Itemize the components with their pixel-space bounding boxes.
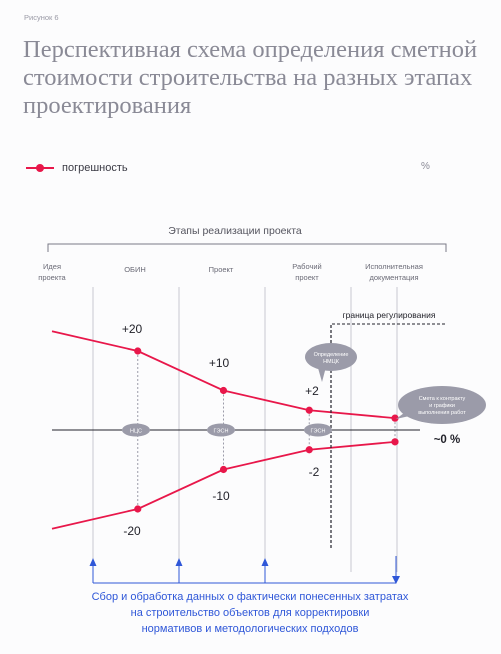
stage-label: документация (369, 273, 418, 282)
stage-label: проекта (38, 273, 66, 282)
data-point (134, 347, 142, 355)
stage-label: проект (295, 273, 319, 282)
callout-label: выполнения работ (418, 410, 466, 416)
callout-label: и графики (429, 403, 455, 409)
stages-bracket (47, 243, 447, 252)
stages-header: Этапы реализации проекта (168, 225, 302, 237)
norm-bubble-label: НЦС (130, 428, 142, 434)
footer-line-2: на строительство объектов для корректиро… (130, 607, 370, 619)
arrow-up-icon (261, 558, 269, 566)
series-line (51, 330, 396, 420)
norm-bubble-label: ГЭСН (214, 428, 229, 434)
arrow-up-icon (175, 558, 183, 566)
legend-label: погрешность (62, 162, 128, 174)
stage-label: Рабочий (292, 262, 322, 271)
boundary-label: граница регулирования (343, 310, 436, 320)
chart-title: Перспективная схема определения сметной … (23, 36, 478, 119)
arrow-up-icon (89, 558, 97, 566)
norm-bubble (207, 423, 235, 437)
data-label: +2 (305, 384, 319, 398)
norm-bubble (304, 423, 332, 437)
data-point (134, 505, 142, 513)
data-label: -10 (212, 489, 230, 503)
data-point (391, 438, 399, 446)
data-label: -20 (123, 524, 141, 538)
callout-label: НМЦК (323, 359, 340, 365)
legend-marker-icon (26, 164, 54, 172)
unit-label: % (421, 161, 430, 172)
callout-bubble (305, 343, 357, 371)
callout-label: Определение (314, 352, 349, 358)
norm-bubble (122, 423, 150, 437)
legend: погрешность (26, 158, 128, 178)
data-point (305, 406, 313, 414)
callout-pointer (318, 367, 326, 382)
stage-label: ОБИН (124, 265, 146, 274)
figure-label: Рисунок 6 (24, 13, 59, 22)
norm-bubble-label: ГЭСН (311, 428, 326, 434)
data-point (219, 465, 228, 474)
stage-label: Идея (43, 262, 61, 271)
data-point (219, 386, 228, 395)
callout-bubble (398, 386, 486, 424)
data-point (305, 446, 313, 454)
stage-label: Исполнительная (365, 262, 423, 271)
data-point (391, 414, 399, 422)
footer-line-3: нормативов и методологических подходов (141, 623, 359, 635)
data-label: -2 (309, 465, 320, 479)
data-label: +20 (122, 322, 143, 336)
arrow-down-icon (392, 576, 400, 584)
callout-label: Смета к контракту (419, 396, 466, 402)
axis-label-zero: ~0 % (434, 434, 461, 446)
stage-label: Проект (209, 265, 234, 274)
data-label: +10 (209, 356, 230, 370)
footer-line-1: Сбор и обработка данных о фактически пон… (91, 591, 409, 603)
footer-note: Сбор и обработка данных о фактически пон… (40, 589, 460, 637)
